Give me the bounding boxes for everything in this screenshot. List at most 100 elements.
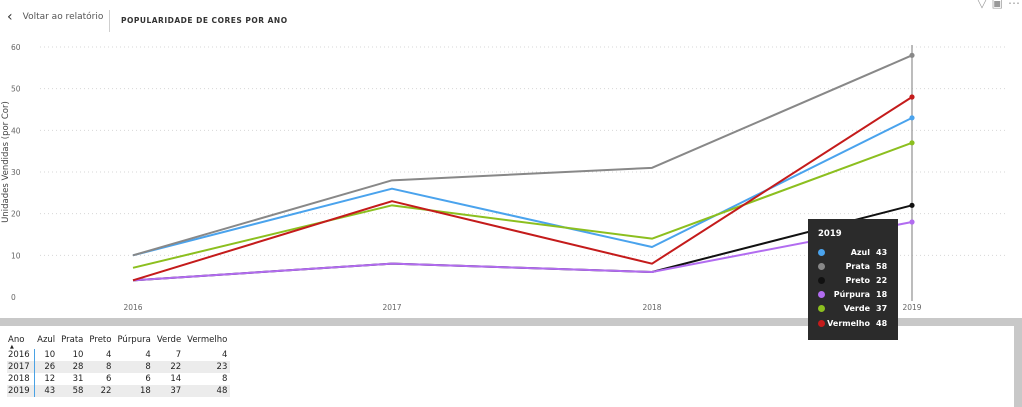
focus-icon[interactable]: ▣	[991, 0, 1003, 10]
table-cell: 48	[184, 385, 231, 397]
tooltip-series-name: Verde	[843, 304, 870, 314]
column-header[interactable]: Preto	[89, 335, 112, 345]
table-cell: 14	[170, 374, 182, 384]
table-cell: 2017	[7, 361, 35, 373]
series-line-verde	[132, 141, 913, 269]
table-cell: 31	[72, 374, 84, 384]
table-row: 2017 26 28 8 8 22 23	[7, 361, 231, 373]
line-chart: 0 10 20 30 40 50 60 Unidades Vendidas (por Cor)…	[1, 43, 1005, 312]
tooltip-series-value: 58	[876, 261, 888, 271]
table-cell: 8	[86, 361, 115, 373]
series-line-vermelho	[132, 96, 913, 282]
table-cell: 43	[34, 385, 59, 397]
tooltip-series-value: 37	[876, 304, 888, 314]
table-cell: 4	[221, 350, 228, 360]
tooltip-series-name: Vermelho	[827, 318, 870, 328]
y-axis-label: Unidades Vendidas (por Cor)	[1, 101, 11, 223]
tooltip-series-value: 48	[876, 318, 888, 328]
legend-dot-icon	[818, 319, 825, 327]
tooltip-row: Azul 43	[818, 245, 890, 259]
visual-toolbar: ▽ ▣ ⋯	[977, 0, 1020, 10]
back-to-report-button[interactable]: ‹ Voltar ao relatório	[7, 9, 104, 25]
x-tick-label: 2017	[382, 303, 401, 312]
table-cell: 28	[58, 361, 87, 373]
column-header[interactable]: Verde	[156, 335, 182, 345]
legend-dot-icon	[818, 305, 825, 313]
table-row: 2018 12 31 6 6 14 8	[7, 373, 230, 385]
tooltip-row: Vermelho 48	[818, 316, 890, 330]
legend-dot-icon	[818, 276, 825, 284]
tooltip-series-value: 18	[876, 290, 888, 300]
column-header[interactable]: Púrpura	[117, 335, 151, 345]
table-cell: 8	[114, 361, 154, 373]
table-cell: 12	[44, 374, 56, 384]
tooltip-series-name: Prata	[845, 261, 870, 271]
page-title: POPULARIDADE DE CORES POR ANO	[121, 16, 288, 25]
table-cell: 10	[44, 350, 56, 360]
table-cell: 6	[106, 374, 112, 384]
chevron-left-icon: ‹	[7, 9, 13, 25]
series-line-azul	[132, 116, 913, 257]
back-label: Voltar ao relatório	[22, 12, 104, 22]
table-cell: 26	[34, 361, 59, 373]
filter-icon[interactable]: ▽	[977, 0, 987, 10]
tooltip-series-name: Azul	[850, 247, 870, 257]
table-row: 2019 43 58 22 18 37 48	[7, 385, 231, 397]
y-tick-label: 10	[11, 251, 21, 260]
x-tick-label: 2016	[123, 303, 142, 312]
tooltip-row: Púrpura 18	[818, 288, 890, 302]
y-tick-label: 50	[11, 85, 21, 94]
y-tick-label: 0	[11, 293, 16, 302]
right-border	[1014, 318, 1022, 407]
table-row: 2016 10 10 4 4 7 4	[7, 349, 230, 361]
column-header[interactable]: Prata	[61, 335, 84, 345]
table-cell: 7	[175, 350, 182, 360]
series-line-prata	[132, 54, 913, 257]
x-tick-label: 2018	[642, 303, 661, 312]
series-line-púrpura	[132, 221, 913, 282]
table-cell: 2019	[7, 385, 35, 397]
header-divider	[109, 10, 110, 32]
data-point-preto	[909, 202, 915, 208]
table-cell: 2018	[7, 373, 35, 385]
data-point-vermelho	[909, 94, 915, 100]
table-cell: 2016	[7, 349, 35, 361]
table-cell: 6	[145, 374, 151, 384]
tooltip-row: Prata 58	[818, 259, 890, 273]
legend-dot-icon	[818, 291, 825, 299]
tooltip-series-value: 43	[876, 247, 888, 257]
table-cell: 4	[106, 350, 112, 360]
table-cell: 23	[184, 361, 231, 373]
table-cell: 37	[153, 385, 185, 397]
column-header[interactable]: Ano ▲	[8, 335, 25, 350]
series-line-preto	[132, 204, 913, 282]
data-table: Ano ▲ Azul Prata Preto Púrpura Verde Vermelho 2…	[7, 331, 231, 397]
data-point-verde	[909, 140, 915, 146]
tooltip-series-name: Púrpura	[833, 290, 870, 300]
y-tick-label: 40	[11, 126, 21, 135]
y-tick-label: 60	[11, 43, 21, 52]
table-cell: 10	[72, 350, 84, 360]
tooltip-row: Preto 22	[818, 273, 890, 287]
chart-tooltip: 2019 Azul 43 Prata 58 Preto 22 Púrpura 18 Verde 3…	[808, 219, 898, 340]
column-header[interactable]: Vermelho	[187, 335, 228, 345]
table-cell: 22	[86, 385, 115, 397]
tooltip-row: Verde 37	[818, 302, 890, 316]
column-header[interactable]: Azul	[37, 335, 56, 345]
table-cell: 4	[145, 350, 151, 360]
data-point-púrpura	[909, 219, 915, 225]
data-point-prata	[909, 52, 915, 58]
legend-dot-icon	[818, 248, 825, 256]
table-cell: 8	[221, 374, 228, 384]
x-tick-label: 2019	[902, 303, 921, 312]
sort-ascending-icon: ▲	[10, 344, 14, 350]
data-point-azul	[909, 115, 915, 121]
tooltip-series-value: 22	[876, 275, 888, 285]
tooltip-series-name: Preto	[845, 275, 870, 285]
more-icon[interactable]: ⋯	[1008, 0, 1020, 10]
table-cell: 22	[153, 361, 185, 373]
y-tick-label: 30	[11, 168, 21, 177]
tooltip-title: 2019	[818, 229, 842, 239]
y-tick-label: 20	[11, 210, 21, 219]
section-divider	[0, 318, 1022, 326]
